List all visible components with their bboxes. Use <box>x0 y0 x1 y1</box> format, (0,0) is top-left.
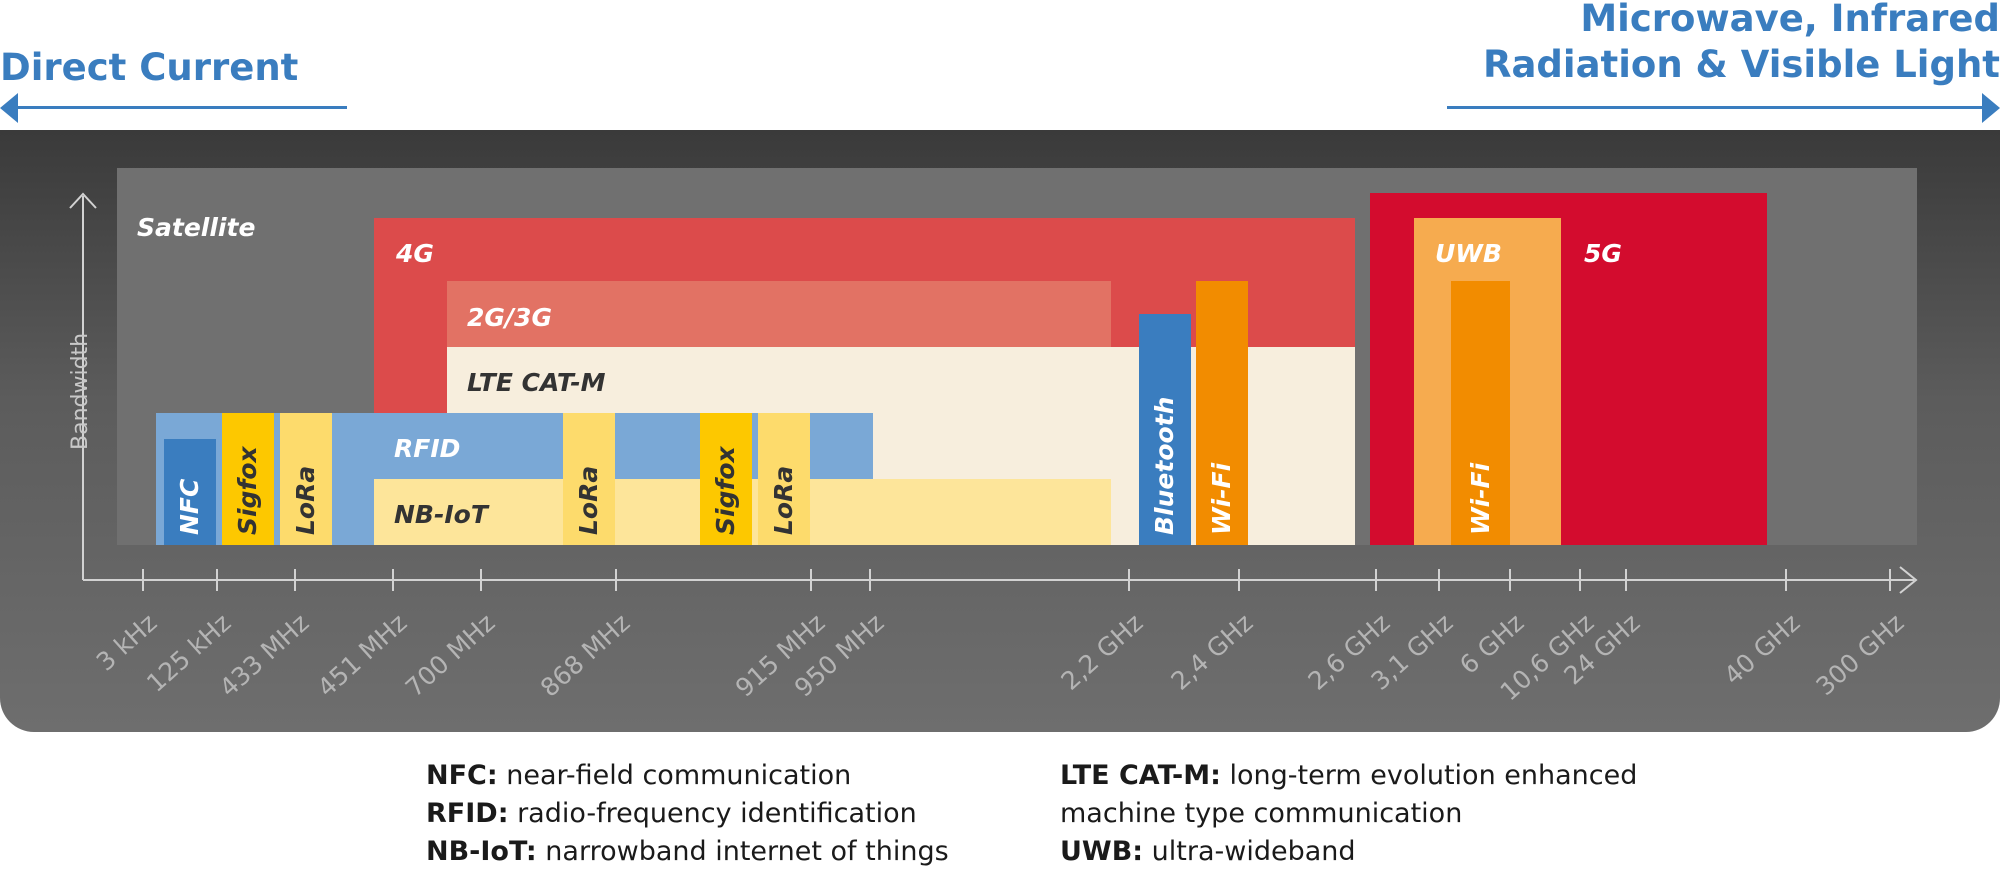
legend-item-lte-cat-m: LTE CAT-M: long-term evolution enhanced <box>1060 757 1637 795</box>
microwave-heading: Microwave, Infrared Radiation & Visible … <box>1483 0 2000 88</box>
2g3g-label: 2G/3G <box>467 303 552 332</box>
legend-item-uwb: UWB: ultra-wideband <box>1060 833 1637 871</box>
direct-current-heading: Direct Current <box>0 46 299 89</box>
legend-item-rfid: RFID: radio-frequency identification <box>426 795 949 833</box>
wifi-band-2 <box>1451 281 1510 545</box>
lte-cat-m-label: LTE CAT-M <box>467 368 606 397</box>
uwb-label: UWB <box>1435 239 1502 268</box>
microwave-heading-line2: Radiation & Visible Light <box>1482 43 2000 86</box>
legend-right: LTE CAT-M: long-term evolution enhanced … <box>1060 757 1637 871</box>
lora-band-2 <box>563 413 615 545</box>
legend-abbr: NB-IoT: <box>426 836 537 867</box>
lora-band-1 <box>280 413 332 545</box>
lora-band-3 <box>758 413 810 545</box>
bluetooth-band <box>1139 314 1191 545</box>
wifi-band-1 <box>1196 281 1248 545</box>
nfc-band <box>164 439 216 545</box>
left-arrow-head-icon <box>0 93 18 123</box>
legend-left: NFC: near-field communication RFID: radi… <box>426 757 949 871</box>
5g-label: 5G <box>1584 239 1622 268</box>
legend-abbr: LTE CAT-M: <box>1060 760 1221 791</box>
legend-text: near-field communication <box>497 760 852 791</box>
legend-abbr: UWB: <box>1060 836 1144 867</box>
right-arrow-head-icon <box>1982 93 2000 123</box>
tick-marks <box>142 569 1891 591</box>
legend-text: machine type communication <box>1060 798 1463 829</box>
legend-text: narrowband internet of things <box>536 836 949 867</box>
legend-abbr: RFID: <box>426 798 509 829</box>
bandwidth-axis-label: Bandwidth <box>68 332 93 450</box>
x-axis-arrow-icon <box>1899 566 1918 594</box>
left-arrow-line <box>14 106 347 109</box>
right-arrow-line <box>1447 106 1985 109</box>
legend-item-nb-iot: NB-IoT: narrowband internet of things <box>426 833 949 871</box>
legend-text: radio-frequency identification <box>508 798 917 829</box>
y-axis-arrow-icon <box>69 192 97 209</box>
sigfox-band-1 <box>222 413 274 545</box>
microwave-heading-line1: Microwave, Infrared <box>1580 0 2000 40</box>
sigfox-band-2 <box>700 413 752 545</box>
legend-text: ultra-wideband <box>1143 836 1356 867</box>
legend-abbr: NFC: <box>426 760 498 791</box>
rfid-label: RFID <box>394 434 461 463</box>
legend-text: long-term evolution enhanced <box>1220 760 1638 791</box>
legend-item-nfc: NFC: near-field communication <box>426 757 949 795</box>
nb-iot-label: NB-IoT <box>394 500 488 529</box>
4g-label: 4G <box>396 239 434 268</box>
satellite-label: Satellite <box>137 213 256 242</box>
legend-item-lte-cat-m-cont: machine type communication <box>1060 795 1637 833</box>
